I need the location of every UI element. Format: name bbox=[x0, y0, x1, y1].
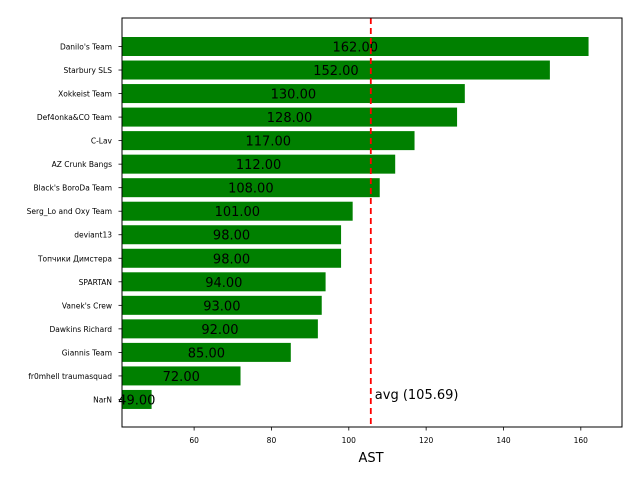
y-tick-label: Xokkeist Team bbox=[58, 90, 112, 99]
bar-value-label: 112.00 bbox=[236, 158, 282, 173]
y-tick-label: C-Lav bbox=[91, 137, 113, 146]
y-tick-label: Giannis Team bbox=[62, 348, 112, 357]
bar-value-label: 94.00 bbox=[205, 276, 242, 291]
x-tick-label: 100 bbox=[342, 436, 357, 445]
bar bbox=[122, 342, 291, 362]
reference-line-layer: avg (105.69) bbox=[369, 18, 459, 427]
bar-value-label: 49.00 bbox=[118, 393, 155, 408]
y-tick-label: Топчики Димстера bbox=[37, 254, 112, 263]
value-labels-layer: 162.00 152.00 130.00 128.00 117.00 112.00 108.… bbox=[118, 41, 378, 409]
bar bbox=[122, 225, 342, 245]
bar bbox=[122, 389, 152, 409]
bar bbox=[122, 248, 342, 268]
bars-layer bbox=[122, 37, 589, 409]
bar-value-label: 98.00 bbox=[213, 229, 250, 244]
bar-value-label: 72.00 bbox=[163, 370, 200, 385]
y-tick-label: deviant13 bbox=[74, 231, 112, 240]
bar bbox=[122, 178, 380, 198]
y-tick-label: Def4onka&CO Team bbox=[37, 113, 112, 122]
y-tick-labels: Danilo's Team Starbury SLS Xokkeist Team De… bbox=[27, 43, 122, 404]
bar-value-label: 108.00 bbox=[228, 182, 274, 197]
bar-value-label: 162.00 bbox=[333, 41, 379, 56]
y-tick-label: Vanek's Crew bbox=[62, 301, 112, 310]
y-tick-label: Serg_Lo and Oxy Team bbox=[27, 207, 112, 216]
x-tick-label: 80 bbox=[267, 436, 277, 445]
y-tick-label: SPARTAN bbox=[79, 278, 112, 287]
bar bbox=[122, 131, 415, 151]
y-tick-label: fr0mhell traumasquad bbox=[28, 372, 112, 381]
bar-value-label: 101.00 bbox=[215, 205, 261, 220]
bar-value-label: 98.00 bbox=[213, 252, 250, 267]
y-tick-label: Danilo's Team bbox=[60, 43, 112, 52]
y-tick-label: AZ Crunk Bangs bbox=[52, 160, 112, 169]
plot-frame bbox=[121, 17, 623, 428]
bar bbox=[122, 201, 353, 221]
bar-value-label: 152.00 bbox=[313, 64, 359, 79]
bar bbox=[122, 295, 322, 315]
x-tick-label: 120 bbox=[419, 436, 434, 445]
y-tick-label: NarN bbox=[93, 395, 112, 404]
x-tick-label: 60 bbox=[189, 436, 199, 445]
y-tick-label: Black's BoroDa Team bbox=[34, 184, 112, 193]
bar bbox=[122, 60, 550, 80]
bar bbox=[122, 107, 458, 127]
y-tick-label: Starbury SLS bbox=[63, 66, 112, 75]
bar bbox=[122, 319, 318, 339]
bar-value-label: 92.00 bbox=[201, 323, 238, 338]
x-axis-label: AST bbox=[358, 451, 383, 466]
bar-value-label: 130.00 bbox=[271, 88, 317, 103]
bar bbox=[122, 84, 465, 104]
bar-value-label: 85.00 bbox=[188, 346, 225, 361]
bar bbox=[122, 272, 326, 292]
x-tick-labels: 60 80 100 120 140 160 bbox=[189, 427, 588, 445]
bar-value-label: 128.00 bbox=[267, 111, 313, 126]
y-tick-label: Dawkins Richard bbox=[50, 325, 113, 334]
bar bbox=[122, 366, 241, 386]
bar-value-label: 117.00 bbox=[246, 135, 292, 150]
bar bbox=[122, 154, 396, 174]
average-reference-label: avg (105.69) bbox=[375, 388, 459, 403]
x-tick-label: 140 bbox=[496, 436, 511, 445]
bar-value-label: 93.00 bbox=[203, 299, 240, 314]
bar bbox=[122, 37, 589, 56]
x-tick-label: 160 bbox=[574, 436, 589, 445]
